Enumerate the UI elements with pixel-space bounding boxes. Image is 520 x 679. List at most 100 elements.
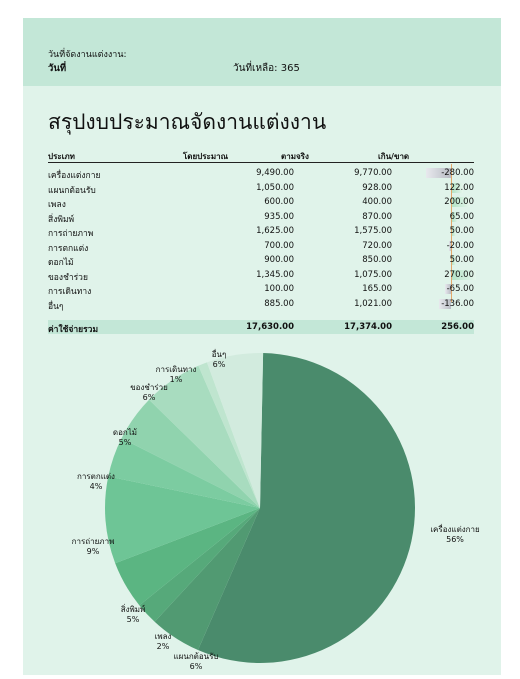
row-difference: 270.00 — [444, 269, 474, 280]
difference-databar — [452, 182, 463, 193]
total-actual: 17,374.00 — [344, 322, 392, 332]
row-category: แผนกต้อนรับ — [48, 185, 96, 196]
pie-slice[interactable] — [154, 508, 260, 651]
row-actual: 720.00 — [362, 240, 392, 251]
header-divider — [48, 162, 474, 163]
pie-label-percent: 5% — [126, 615, 140, 624]
row-difference: -280.00 — [441, 168, 474, 178]
pie-label-percent: 6% — [189, 662, 203, 671]
row-actual: 400.00 — [362, 197, 392, 207]
pie-data-label: แผนกต้อนรับ 6% — [161, 652, 231, 672]
pie-slice[interactable] — [121, 399, 260, 508]
row-category: อื่นๆ — [48, 301, 64, 312]
table-header: ประเภท โดยประมาณ ตามจริง เกิน/ขาด — [48, 148, 474, 162]
pie-data-label: ของชำร่วย 6% — [114, 383, 184, 403]
row-budget: 1,345.00 — [256, 269, 294, 280]
pie-label-category: เพลง — [154, 632, 172, 641]
table-row[interactable]: แผนกต้อนรับ 1,050.00 928.00 122.00 — [48, 181, 474, 196]
row-difference: 122.00 — [444, 182, 474, 193]
column-header-difference[interactable]: เกิน/ขาด — [378, 152, 410, 161]
difference-databar — [426, 168, 451, 178]
row-actual: 1,021.00 — [354, 298, 392, 309]
pie-slice[interactable] — [104, 476, 260, 564]
row-actual: 165.00 — [362, 284, 392, 294]
wedding-date-field[interactable]: วันที่ — [48, 63, 67, 74]
pie-label-percent: 4% — [89, 482, 103, 491]
row-actual: 928.00 — [362, 182, 392, 193]
header-band: วันที่จัดงานแต่งงาน: วันที่ วันที่เหลือ:… — [23, 18, 501, 86]
column-header-budget[interactable]: โดยประมาณ — [183, 152, 229, 161]
row-difference: 50.00 — [449, 226, 474, 236]
pie-slice[interactable] — [149, 365, 260, 508]
row-budget: 885.00 — [264, 298, 294, 309]
table-row[interactable]: ดอกไม้ 900.00 850.00 50.00 — [48, 253, 474, 268]
pie-label-category: ของชำร่วย — [130, 383, 168, 392]
pie-data-label: สิ่งพิมพ์ 5% — [98, 605, 168, 625]
pie-data-label: การเดินทาง 1% — [141, 365, 211, 385]
total-difference: 256.00 — [441, 322, 474, 332]
table-row[interactable]: สิ่งพิมพ์ 935.00 870.00 65.00 — [48, 210, 474, 225]
pie-slice[interactable] — [197, 353, 416, 663]
column-header-actual[interactable]: ตามจริง — [281, 152, 309, 161]
pie-data-label: ดอกไม้ 5% — [90, 428, 160, 448]
pie-label-percent: 2% — [156, 642, 170, 651]
pie-label-category: อื่นๆ — [211, 350, 227, 359]
days-left-field[interactable]: วันที่เหลือ: 365 — [233, 61, 300, 76]
table-row[interactable]: อื่นๆ 885.00 1,021.00 -136.00 — [48, 297, 474, 312]
pie-label-percent: 56% — [446, 535, 464, 544]
pie-data-label: เพลง 2% — [128, 632, 198, 652]
row-budget: 935.00 — [264, 211, 294, 222]
table-row[interactable]: การเดินทาง 100.00 165.00 -65.00 — [48, 282, 474, 297]
pie-slice[interactable] — [139, 508, 260, 622]
row-category: การถ่ายภาพ — [48, 229, 94, 239]
pie-slice[interactable] — [108, 438, 260, 508]
total-label: ค่าใช้จ่ายรวม — [48, 325, 99, 335]
row-category: ดอกไม้ — [48, 258, 74, 268]
row-category: เครื่องแต่งกาย — [48, 171, 101, 181]
pie-label-category: การตกแต่ง — [77, 472, 115, 481]
row-budget: 600.00 — [264, 197, 294, 207]
row-actual: 9,770.00 — [354, 168, 392, 178]
pie-label-percent: 1% — [169, 375, 183, 384]
row-category: เพลง — [48, 200, 66, 210]
row-difference: -65.00 — [446, 284, 474, 294]
row-budget: 1,050.00 — [256, 182, 294, 193]
row-difference: 65.00 — [449, 211, 474, 222]
pie-label-category: เครื่องแต่งกาย — [430, 525, 480, 534]
pie-data-label: อื่นๆ 6% — [184, 350, 254, 370]
row-category: ของชำร่วย — [48, 272, 88, 283]
total-budget: 17,630.00 — [246, 322, 294, 332]
row-category: การตกแต่ง — [48, 243, 89, 254]
difference-databar — [452, 226, 457, 236]
table-row[interactable]: การตกแต่ง 700.00 720.00 -20.00 — [48, 239, 474, 254]
difference-databar — [438, 298, 451, 309]
row-budget: 700.00 — [264, 240, 294, 251]
column-header-category[interactable]: ประเภท — [48, 152, 75, 161]
row-budget: 900.00 — [264, 255, 294, 265]
row-actual: 870.00 — [362, 211, 392, 222]
days-left-label: วันที่เหลือ: — [233, 63, 278, 74]
table-row[interactable]: ของชำร่วย 1,345.00 1,075.00 270.00 — [48, 268, 477, 283]
pie-label-category: ดอกไม้ — [112, 428, 138, 437]
pie-slice[interactable] — [115, 508, 260, 606]
pie-data-label: การตกแต่ง 4% — [61, 472, 131, 492]
pie-label-percent: 9% — [86, 547, 100, 556]
table-row[interactable]: เครื่องแต่งกาย 9,490.00 9,770.00 -280.00 — [48, 166, 474, 181]
row-category: สิ่งพิมพ์ — [48, 214, 75, 225]
row-actual: 1,575.00 — [354, 226, 392, 236]
pie-label-category: การถ่ายภาพ — [71, 537, 115, 546]
pie-label-category: แผนกต้อนรับ — [173, 652, 219, 661]
wedding-date-label: วันที่จัดงานแต่งงาน: — [48, 50, 127, 60]
pie-slice[interactable] — [198, 362, 260, 508]
table-row[interactable]: เพลง 600.00 400.00 200.00 — [48, 195, 474, 210]
row-difference: 50.00 — [449, 255, 474, 265]
difference-databar — [452, 269, 477, 280]
row-difference: -136.00 — [441, 298, 474, 309]
pie-svg — [104, 353, 416, 663]
total-row[interactable]: ค่าใช้จ่ายรวม 17,630.00 17,374.00 256.00 — [48, 320, 474, 335]
table-row[interactable]: การถ่ายภาพ 1,625.00 1,575.00 50.00 — [48, 224, 474, 239]
pie-label-percent: 6% — [142, 393, 156, 402]
row-difference: 200.00 — [444, 197, 474, 207]
pie-slice[interactable] — [206, 353, 264, 508]
days-left-value: 365 — [280, 63, 300, 74]
